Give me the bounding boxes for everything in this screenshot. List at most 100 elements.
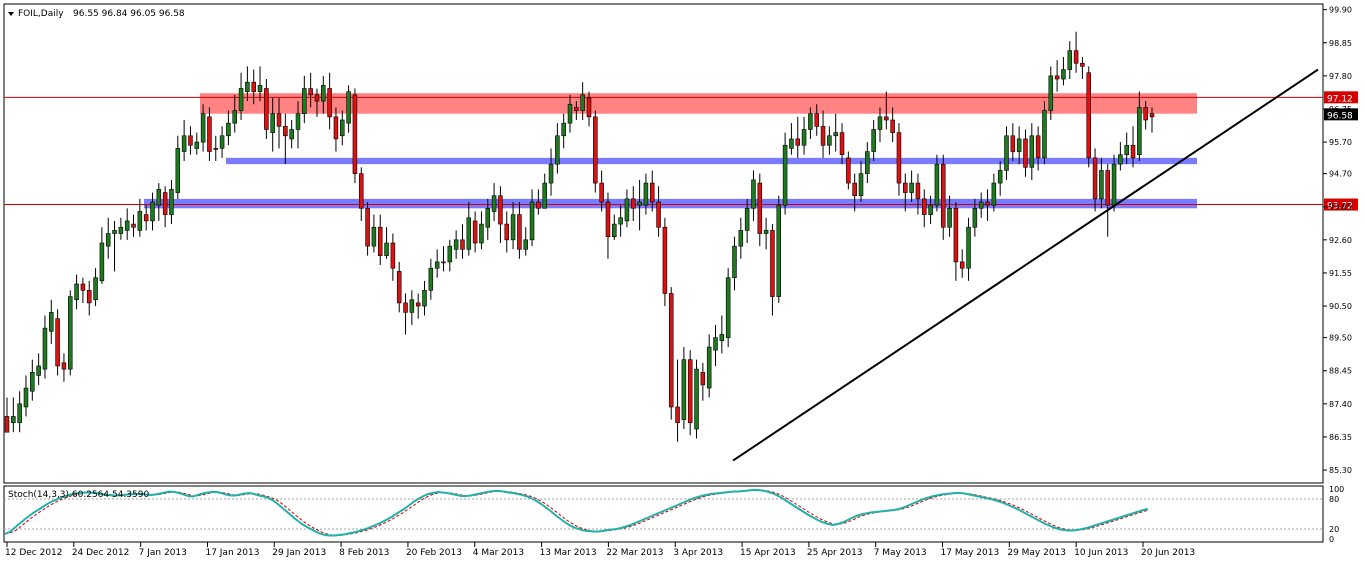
candle-body (485, 208, 491, 228)
candle-body (1105, 170, 1110, 206)
trendline-group (732, 68, 1319, 462)
candle-body (232, 110, 237, 124)
candle-body (447, 245, 453, 263)
candle-body (757, 182, 763, 234)
time-tick-label: 12 Dec 2012 (5, 548, 63, 558)
candle-body (264, 88, 269, 130)
candle-body (270, 113, 275, 133)
candle-body (112, 230, 117, 234)
candle-body (238, 88, 244, 111)
collapse-triangle-icon[interactable] (8, 12, 14, 16)
candle-body (871, 129, 876, 152)
candle-body (795, 138, 801, 146)
time-tick-label: 25 Apr 2013 (807, 548, 863, 558)
candle-body (30, 371, 35, 392)
price-tick-label: 91.55 (1329, 269, 1352, 278)
candle-body (612, 223, 617, 237)
candle-body (580, 94, 585, 111)
candle-body (390, 242, 396, 269)
time-tick-label: 29 Jan 2013 (272, 548, 326, 558)
candle-body (877, 116, 883, 130)
candle-body (11, 416, 16, 424)
candle-body (865, 151, 870, 174)
candle-body (257, 85, 263, 92)
price-tick-label: 92.60 (1329, 236, 1352, 245)
candle-body (365, 208, 370, 247)
candle-body (978, 201, 984, 209)
price-zones (144, 93, 1197, 209)
candle-body (1143, 107, 1148, 121)
candle-body (377, 226, 383, 256)
candle-body (93, 277, 98, 301)
candle-body (415, 302, 421, 307)
candle-body (498, 195, 503, 225)
candle-body (1092, 157, 1098, 200)
price-tick-label: 90.50 (1329, 302, 1352, 311)
candle-body (687, 359, 693, 424)
candle-body (991, 182, 997, 206)
candle-body (751, 179, 756, 209)
candle-body (713, 337, 718, 351)
candle-body (156, 189, 162, 206)
candle-body (732, 245, 737, 278)
candle-body (1118, 154, 1123, 165)
candle-body (940, 163, 946, 228)
candle-body (143, 214, 149, 222)
candle-body (384, 242, 389, 256)
candle-body (574, 107, 579, 111)
candle-body (1054, 75, 1060, 80)
candle-body (491, 195, 497, 212)
candle-body (213, 148, 219, 150)
candle-body (194, 141, 200, 149)
candle-body (972, 208, 978, 228)
candle-body (827, 135, 832, 146)
candle-body (649, 182, 655, 203)
candle-body (706, 346, 712, 389)
candle-body (839, 132, 845, 156)
candle-body (422, 289, 427, 307)
candle-body (605, 201, 611, 237)
candle-body (517, 214, 522, 250)
candle-body (555, 135, 560, 165)
stoch-tick-label: 100 (1329, 485, 1344, 494)
candle-body (55, 318, 60, 367)
price-axis: 99.9098.8597.8096.7595.7094.7093.6592.60… (1323, 6, 1358, 475)
time-tick-label: 7 Jan 2013 (139, 548, 187, 558)
candle-body (466, 217, 472, 250)
candle-body (409, 299, 415, 313)
price-tick-label: 94.70 (1329, 170, 1352, 179)
price-label: 97.12 (1327, 94, 1353, 104)
candle-body (1042, 110, 1047, 159)
candle-body (681, 359, 687, 420)
candle-body (631, 198, 636, 209)
candle-body (896, 132, 902, 184)
candle-body (4, 416, 10, 433)
candle-body (346, 91, 351, 124)
candle-body (36, 365, 41, 376)
candle-body (542, 182, 547, 209)
indicator-pane-frame (3, 485, 1324, 543)
candle-body (618, 217, 623, 225)
candle-body (770, 230, 775, 297)
candle-body (947, 208, 952, 228)
candle-body (453, 239, 459, 250)
candle-body (396, 271, 402, 304)
candle-body (86, 289, 92, 304)
candle-body (80, 283, 86, 291)
candle-body (175, 148, 181, 193)
candle-body (74, 283, 79, 301)
candle-body (567, 103, 573, 124)
candle-body (352, 94, 358, 174)
candle-body (289, 129, 294, 140)
candle-body (118, 226, 124, 234)
time-tick-label: 17 May 2013 (941, 548, 1000, 558)
time-tick-label: 24 Dec 2012 (72, 548, 130, 558)
candle-body (523, 239, 528, 250)
candle-body (137, 211, 143, 231)
price-tick-label: 97.80 (1329, 72, 1352, 81)
current-price-box (1324, 108, 1358, 121)
candle-body (219, 135, 225, 149)
candle-body (561, 122, 566, 137)
time-tick-label: 13 Mar 2013 (540, 548, 597, 558)
